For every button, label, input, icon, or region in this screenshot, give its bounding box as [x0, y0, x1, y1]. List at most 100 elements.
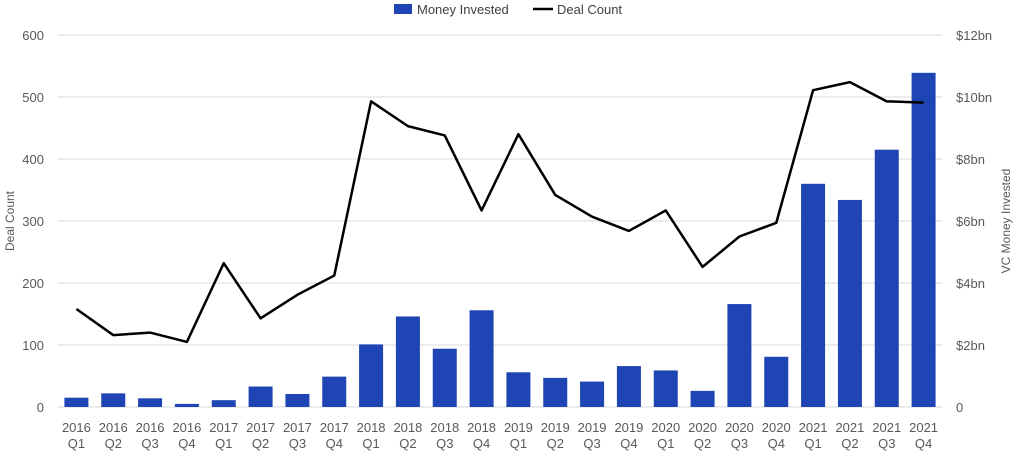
left-tick-label: 400 — [22, 152, 44, 167]
bar-money-invested — [911, 72, 936, 407]
bar-money-invested — [874, 149, 899, 407]
x-tick-quarter: Q1 — [68, 436, 85, 451]
x-tick-quarter: Q4 — [178, 436, 195, 451]
x-axis-ticks: 2016Q12016Q22016Q32016Q42017Q12017Q22017… — [62, 420, 938, 451]
left-tick-label: 500 — [22, 90, 44, 105]
x-tick-year: 2016 — [136, 420, 165, 435]
x-tick-quarter: Q3 — [141, 436, 158, 451]
x-tick-year: 2020 — [651, 420, 680, 435]
right-tick-label: 0 — [956, 400, 963, 415]
x-tick-year: 2020 — [725, 420, 754, 435]
x-tick-year: 2019 — [541, 420, 570, 435]
x-tick-quarter: Q4 — [620, 436, 637, 451]
x-tick-quarter: Q4 — [915, 436, 932, 451]
left-axis-label: Deal Count — [3, 190, 17, 251]
x-tick-quarter: Q3 — [436, 436, 453, 451]
x-tick-year: 2016 — [62, 420, 91, 435]
x-tick-year: 2021 — [872, 420, 901, 435]
bar-money-invested — [764, 356, 789, 407]
x-tick-quarter: Q2 — [841, 436, 858, 451]
gridlines — [58, 34, 942, 408]
x-tick-year: 2016 — [99, 420, 128, 435]
left-tick-label: 200 — [22, 276, 44, 291]
x-tick-quarter: Q2 — [399, 436, 416, 451]
right-tick-label: $6bn — [956, 214, 985, 229]
x-tick-year: 2017 — [320, 420, 349, 435]
bar-money-invested — [801, 183, 826, 407]
x-tick-year: 2018 — [357, 420, 386, 435]
bar-money-invested — [174, 403, 199, 407]
bar-money-invested — [101, 393, 126, 407]
x-tick-year: 2019 — [578, 420, 607, 435]
x-tick-quarter: Q2 — [252, 436, 269, 451]
line-series-deal-count — [75, 80, 924, 344]
x-tick-quarter: Q3 — [289, 436, 306, 451]
left-tick-label: 100 — [22, 338, 44, 353]
right-tick-label: $10bn — [956, 90, 992, 105]
bar-money-invested — [580, 381, 605, 407]
right-tick-label: $2bn — [956, 338, 985, 353]
right-tick-label: $4bn — [956, 276, 985, 291]
x-tick-quarter: Q1 — [510, 436, 527, 451]
legend-label-money-invested: Money Invested — [417, 2, 509, 17]
x-tick-quarter: Q3 — [583, 436, 600, 451]
x-tick-quarter: Q2 — [547, 436, 564, 451]
bar-money-invested — [359, 344, 384, 407]
x-tick-year: 2016 — [172, 420, 201, 435]
bar-series-money-invested — [64, 72, 936, 407]
x-tick-quarter: Q1 — [362, 436, 379, 451]
x-tick-quarter: Q4 — [473, 436, 490, 451]
x-tick-year: 2021 — [799, 420, 828, 435]
x-tick-year: 2018 — [467, 420, 496, 435]
x-tick-year: 2018 — [430, 420, 459, 435]
x-tick-year: 2020 — [762, 420, 791, 435]
bar-money-invested — [837, 199, 862, 407]
x-tick-quarter: Q1 — [215, 436, 232, 451]
bar-money-invested — [285, 393, 310, 407]
x-tick-year: 2017 — [209, 420, 238, 435]
x-tick-quarter: Q2 — [694, 436, 711, 451]
x-tick-year: 2020 — [688, 420, 717, 435]
right-axis-label: VC Money Invested — [999, 169, 1013, 274]
bar-money-invested — [322, 376, 347, 407]
x-tick-quarter: Q1 — [657, 436, 674, 451]
bar-money-invested — [653, 370, 678, 407]
legend-swatch-money-invested — [394, 4, 412, 14]
x-tick-quarter: Q4 — [768, 436, 785, 451]
x-tick-year: 2021 — [835, 420, 864, 435]
left-tick-label: 300 — [22, 214, 44, 229]
left-tick-label: 0 — [37, 400, 44, 415]
bar-money-invested — [727, 304, 752, 407]
right-tick-label: $12bn — [956, 28, 992, 43]
legend-label-deal-count: Deal Count — [557, 2, 622, 17]
x-tick-quarter: Q2 — [105, 436, 122, 451]
bar-money-invested — [211, 400, 236, 407]
bar-money-invested — [64, 397, 89, 407]
left-axis-ticks: 0 100 200 300 400 500 600 — [22, 28, 44, 415]
bar-money-invested — [138, 398, 163, 407]
x-tick-year: 2021 — [909, 420, 938, 435]
x-tick-quarter: Q4 — [326, 436, 343, 451]
x-tick-year: 2019 — [504, 420, 533, 435]
x-tick-year: 2017 — [283, 420, 312, 435]
x-tick-quarter: Q3 — [731, 436, 748, 451]
bar-money-invested — [248, 386, 273, 407]
bar-money-invested — [506, 372, 531, 407]
left-tick-label: 600 — [22, 28, 44, 43]
legend: Money Invested Deal Count — [394, 2, 622, 17]
x-tick-quarter: Q1 — [804, 436, 821, 451]
bar-money-invested — [543, 377, 568, 407]
deal-count-line — [75, 80, 924, 344]
bar-money-invested — [432, 348, 457, 407]
right-tick-label: $8bn — [956, 152, 985, 167]
x-tick-year: 2019 — [614, 420, 643, 435]
x-tick-year: 2018 — [393, 420, 422, 435]
bar-money-invested — [469, 310, 494, 407]
right-axis-ticks: 0 $2bn $4bn $6bn $8bn $10bn $12bn — [956, 28, 992, 415]
bar-money-invested — [395, 316, 420, 407]
x-tick-quarter: Q3 — [878, 436, 895, 451]
bar-money-invested — [616, 366, 641, 407]
bar-money-invested — [690, 390, 715, 407]
